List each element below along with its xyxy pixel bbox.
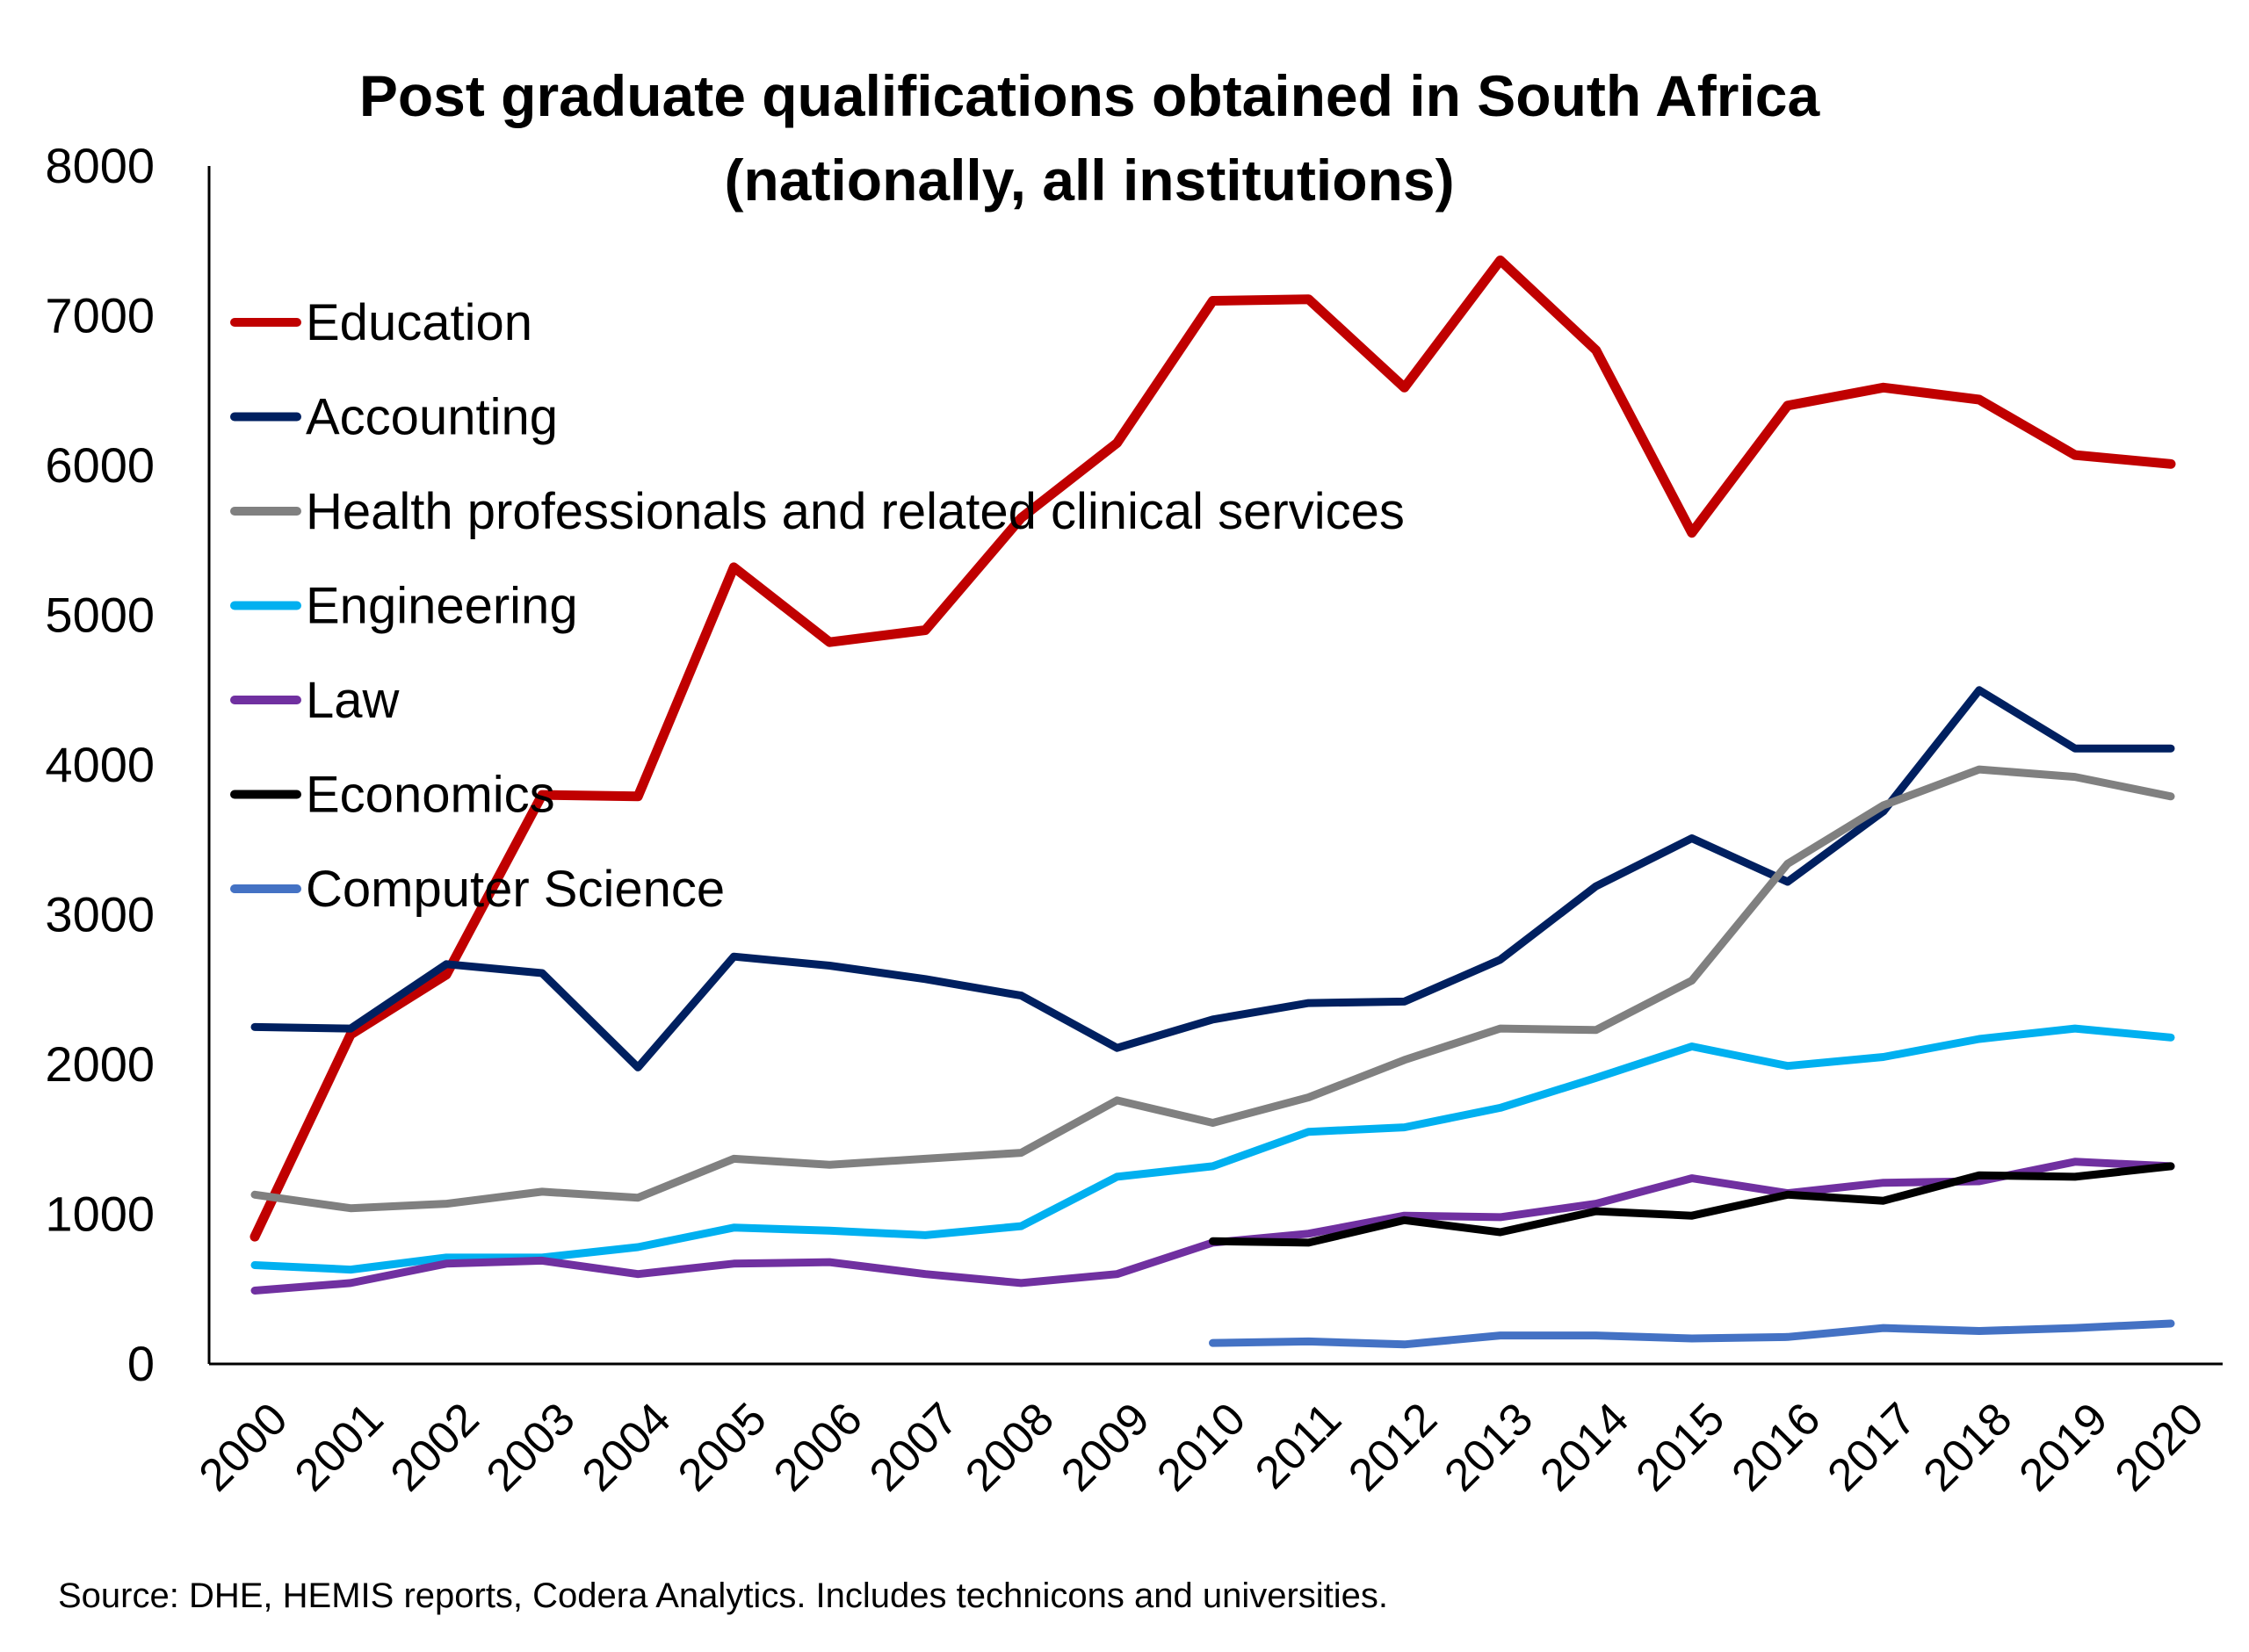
series-line-law bbox=[250, 1158, 2175, 1295]
legend-label: Education bbox=[306, 294, 532, 351]
chart-title: Post graduate qualifications obtained in… bbox=[359, 63, 1821, 128]
legend-item: Engineering bbox=[230, 578, 578, 635]
legend-label: Accounting bbox=[306, 389, 558, 446]
chart-axes bbox=[207, 166, 2223, 1366]
x-tick-label: 2018 bbox=[1914, 1393, 2022, 1501]
x-tick-label: 2014 bbox=[1530, 1393, 1638, 1501]
chart-subtitle: (nationally, all institutions) bbox=[724, 148, 1454, 213]
x-tick-label: 2019 bbox=[2010, 1393, 2118, 1501]
x-tick-label: 2017 bbox=[1819, 1393, 1927, 1501]
y-tick-label: 2000 bbox=[45, 1036, 155, 1092]
x-tick-label: 2011 bbox=[1246, 1393, 1351, 1498]
x-tick-label: 2005 bbox=[669, 1393, 777, 1501]
y-tick-label: 4000 bbox=[45, 737, 155, 792]
legend-label: Law bbox=[306, 672, 401, 729]
x-tick-label: 2012 bbox=[1339, 1393, 1447, 1501]
y-axis-ticks: 0 1000 2000 3000 4000 5000 6000 7000 8000 bbox=[45, 138, 155, 1391]
series-line-computer-science bbox=[1209, 1319, 2175, 1349]
y-tick-label: 1000 bbox=[45, 1187, 155, 1242]
series-line-economics bbox=[1209, 1162, 2175, 1247]
series-line-health-professionals-and-related-clinical-services bbox=[250, 765, 2175, 1213]
series-line-education bbox=[249, 255, 2176, 1242]
source-note: Source: DHE, HEMIS reports, Codera Analy… bbox=[58, 1576, 1388, 1615]
legend-item: Health professionals and related clinica… bbox=[230, 483, 1405, 540]
x-tick-label: 2008 bbox=[956, 1393, 1064, 1501]
y-tick-label: 8000 bbox=[45, 138, 155, 193]
legend-label: Engineering bbox=[306, 578, 578, 635]
x-tick-label: 2007 bbox=[860, 1393, 968, 1501]
x-tick-label: 2004 bbox=[573, 1393, 681, 1501]
x-tick-label: 2003 bbox=[477, 1393, 585, 1501]
x-tick-label: 2000 bbox=[190, 1393, 298, 1501]
y-tick-label: 7000 bbox=[45, 288, 155, 343]
x-tick-label: 2013 bbox=[1435, 1393, 1543, 1501]
x-tick-label: 2001 bbox=[286, 1393, 394, 1501]
x-tick-label: 2006 bbox=[764, 1393, 872, 1501]
x-tick-label: 2010 bbox=[1147, 1393, 1255, 1501]
y-tick-label: 5000 bbox=[45, 588, 155, 643]
legend-label: Health professionals and related clinica… bbox=[306, 483, 1405, 540]
x-axis-ticks: 2000200120022003200420052006200720082009… bbox=[190, 1393, 2214, 1501]
y-tick-label: 3000 bbox=[45, 887, 155, 942]
series-lines bbox=[249, 255, 2176, 1349]
series-line-engineering bbox=[250, 1024, 2175, 1274]
legend-item: Economics bbox=[230, 767, 555, 824]
legend-item: Computer Science bbox=[230, 861, 725, 918]
legend-label: Computer Science bbox=[306, 861, 725, 918]
x-tick-label: 2015 bbox=[1626, 1393, 1734, 1501]
legend-label: Economics bbox=[306, 767, 555, 824]
series-line-accounting bbox=[250, 686, 2175, 1071]
x-tick-label: 2002 bbox=[381, 1393, 489, 1501]
x-tick-label: 2020 bbox=[2106, 1393, 2214, 1501]
legend-item: Law bbox=[230, 672, 401, 729]
y-tick-label: 6000 bbox=[45, 437, 155, 493]
legend: Education Accounting Health professionals … bbox=[230, 294, 1405, 918]
legend-item: Education bbox=[230, 294, 532, 351]
y-tick-label: 0 bbox=[127, 1336, 155, 1391]
x-tick-label: 2009 bbox=[1052, 1393, 1160, 1501]
x-tick-label: 2016 bbox=[1722, 1393, 1830, 1501]
legend-item: Accounting bbox=[230, 389, 558, 446]
